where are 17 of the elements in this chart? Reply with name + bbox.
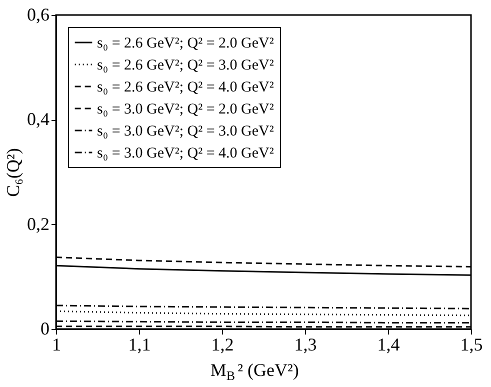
x-tick-label: 1,3 bbox=[294, 334, 317, 354]
x-tick-label: 1,1 bbox=[128, 334, 151, 354]
legend-label: s₀ = 3.0 GeV²; Q² = 2.0 GeV² bbox=[97, 102, 274, 118]
x-tick-label: 1,2 bbox=[211, 334, 234, 354]
legend-label: s₀ = 3.0 GeV²; Q² = 3.0 GeV² bbox=[97, 124, 274, 140]
x-tick-label: 1,5 bbox=[460, 334, 483, 354]
y-tick-label: 0,2 bbox=[27, 214, 50, 234]
y-axis-title: C₆(Q²) bbox=[3, 148, 23, 197]
legend-label: s₀ = 2.6 GeV²; Q² = 4.0 GeV² bbox=[97, 80, 274, 96]
legend-label: s₀ = 2.6 GeV²; Q² = 3.0 GeV² bbox=[97, 58, 274, 74]
x-tick-label: 1,4 bbox=[377, 334, 400, 354]
legend-label: s₀ = 2.6 GeV²; Q² = 2.0 GeV² bbox=[97, 36, 274, 52]
y-tick-label: 0,4 bbox=[27, 109, 50, 130]
y-tick-label: 0 bbox=[40, 318, 50, 338]
y-tick-label: 0,6 bbox=[27, 4, 50, 24]
legend-label: s₀ = 3.0 GeV²; Q² = 4.0 GeV² bbox=[97, 146, 274, 162]
x-tick-label: 1 bbox=[52, 334, 61, 354]
